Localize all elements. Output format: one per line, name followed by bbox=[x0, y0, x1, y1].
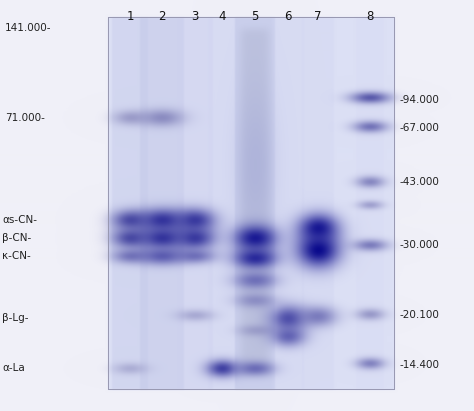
Text: -20.100: -20.100 bbox=[400, 310, 440, 320]
Text: 71.000-: 71.000- bbox=[5, 113, 45, 123]
Text: 6: 6 bbox=[284, 10, 292, 23]
Text: αs-CN-: αs-CN- bbox=[2, 215, 37, 225]
Text: -67.000: -67.000 bbox=[400, 123, 440, 133]
Text: 4: 4 bbox=[218, 10, 226, 23]
Text: -14.400: -14.400 bbox=[400, 360, 440, 370]
Text: κ-CN-: κ-CN- bbox=[2, 251, 31, 261]
Text: β-Lg-: β-Lg- bbox=[2, 313, 28, 323]
Text: 1: 1 bbox=[126, 10, 134, 23]
Text: -30.000: -30.000 bbox=[400, 240, 440, 250]
Text: -94.000: -94.000 bbox=[400, 95, 440, 105]
Text: α-La: α-La bbox=[2, 363, 25, 373]
Text: -43.000: -43.000 bbox=[400, 177, 440, 187]
Text: 3: 3 bbox=[191, 10, 199, 23]
Text: 8: 8 bbox=[366, 10, 374, 23]
Text: 141.000-: 141.000- bbox=[5, 23, 52, 33]
Text: 2: 2 bbox=[158, 10, 166, 23]
Text: 7: 7 bbox=[314, 10, 322, 23]
Text: 5: 5 bbox=[251, 10, 259, 23]
Text: β-CN-: β-CN- bbox=[2, 233, 31, 243]
